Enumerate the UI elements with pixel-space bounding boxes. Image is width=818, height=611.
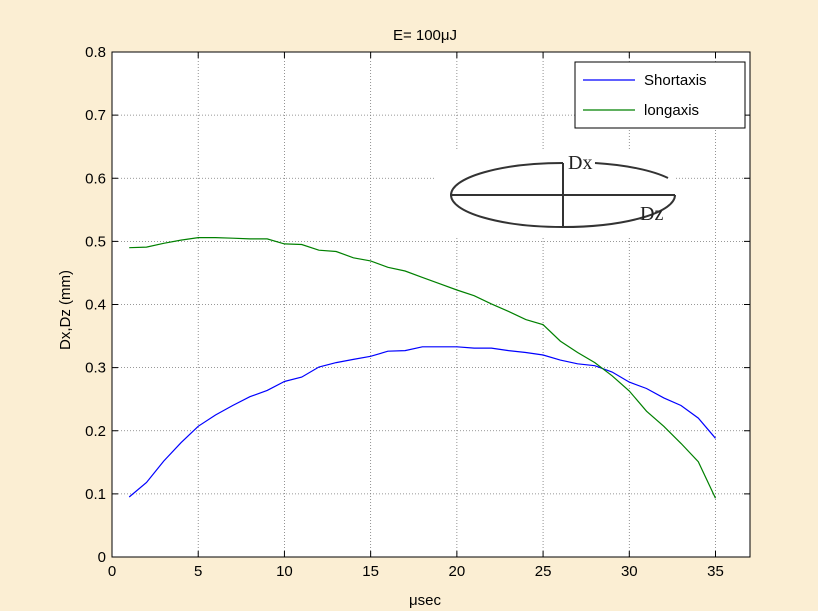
plot-frame: [111, 51, 751, 558]
chart-title: E= 100μJ: [393, 27, 457, 44]
series-line-shortaxis: [128, 346, 716, 498]
legend-label-longaxis: longaxis: [644, 102, 699, 119]
x-tick-label: 10: [276, 563, 293, 580]
axis-ticks: 0 5 10 15 20 25 30 35 0 0.1 0.2 0.3 0.4 0.5 0.6 0.7 0.8: [85, 44, 750, 580]
y-tick-label: 0.8: [85, 44, 106, 61]
inset-label-dx: Dx: [568, 152, 592, 174]
x-tick-label: 5: [194, 563, 202, 580]
y-tick-label: 0.2: [85, 423, 106, 440]
inset-background: [435, 150, 675, 237]
x-tick-label: 35: [707, 563, 724, 580]
legend-box: [574, 61, 746, 129]
y-tick-label: 0.3: [85, 360, 106, 377]
x-tick-label: 30: [621, 563, 638, 580]
series-group: [128, 237, 717, 499]
y-tick-label: 0: [98, 549, 106, 566]
x-axis-label: μsec: [409, 592, 441, 609]
x-tick-label: 0: [108, 563, 116, 580]
inset-ellipse-arc: [594, 162, 669, 179]
y-axis-label: Dx,Dz (mm): [57, 270, 74, 350]
x-tick-label: 20: [449, 563, 466, 580]
y-tick-label: 0.4: [85, 297, 106, 314]
x-tick-label: 25: [535, 563, 552, 580]
y-tick-label: 0.5: [85, 233, 106, 250]
y-tick-label: 0.7: [85, 107, 106, 124]
series-line-longaxis: [129, 237, 717, 499]
y-tick-label: 0.6: [85, 170, 106, 187]
x-tick-label: 15: [362, 563, 379, 580]
inset-ellipse: [450, 162, 676, 228]
legend-label-shortaxis: Shortaxis: [644, 72, 707, 89]
legend: Shortaxis longaxis: [574, 61, 746, 129]
ellipse-inset: Dx Dz: [435, 150, 676, 237]
inset-label-dz: Dz: [640, 203, 663, 225]
y-tick-label: 0.1: [85, 486, 106, 503]
